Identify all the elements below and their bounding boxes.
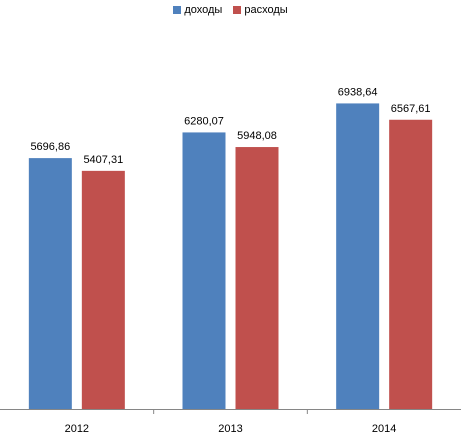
bar-dokhody-2012 bbox=[28, 158, 72, 409]
x-tick-label-2012: 2012 bbox=[65, 423, 89, 435]
bar-raskhody-2013 bbox=[235, 147, 279, 409]
legend-swatch-raskhody bbox=[233, 6, 242, 14]
x-tick-label-2013: 2013 bbox=[218, 423, 242, 435]
bar-dokhody-2014 bbox=[336, 103, 380, 409]
legend-item-raskhody: расходы bbox=[233, 4, 288, 16]
legend: доходы расходы bbox=[0, 4, 461, 16]
data-label-raskhody-2014: 6567,61 bbox=[391, 103, 431, 115]
bar-dokhody-2013 bbox=[182, 132, 226, 409]
data-label-raskhody-2013: 5948,08 bbox=[237, 130, 277, 142]
legend-label-dokhody: доходы bbox=[184, 4, 223, 16]
bar-raskhody-2014 bbox=[389, 119, 433, 410]
data-label-dokhody-2014: 6938,64 bbox=[338, 86, 378, 98]
data-label-raskhody-2012: 5407,31 bbox=[83, 154, 123, 166]
legend-swatch-dokhody bbox=[173, 6, 182, 14]
x-tick-label-2014: 2014 bbox=[372, 423, 396, 435]
legend-label-raskhody: расходы bbox=[244, 4, 288, 16]
legend-item-dokhody: доходы bbox=[173, 4, 222, 16]
data-label-dokhody-2013: 6280,07 bbox=[184, 115, 224, 127]
bar-raskhody-2012 bbox=[81, 170, 125, 409]
data-label-dokhody-2012: 5696,86 bbox=[30, 141, 70, 153]
